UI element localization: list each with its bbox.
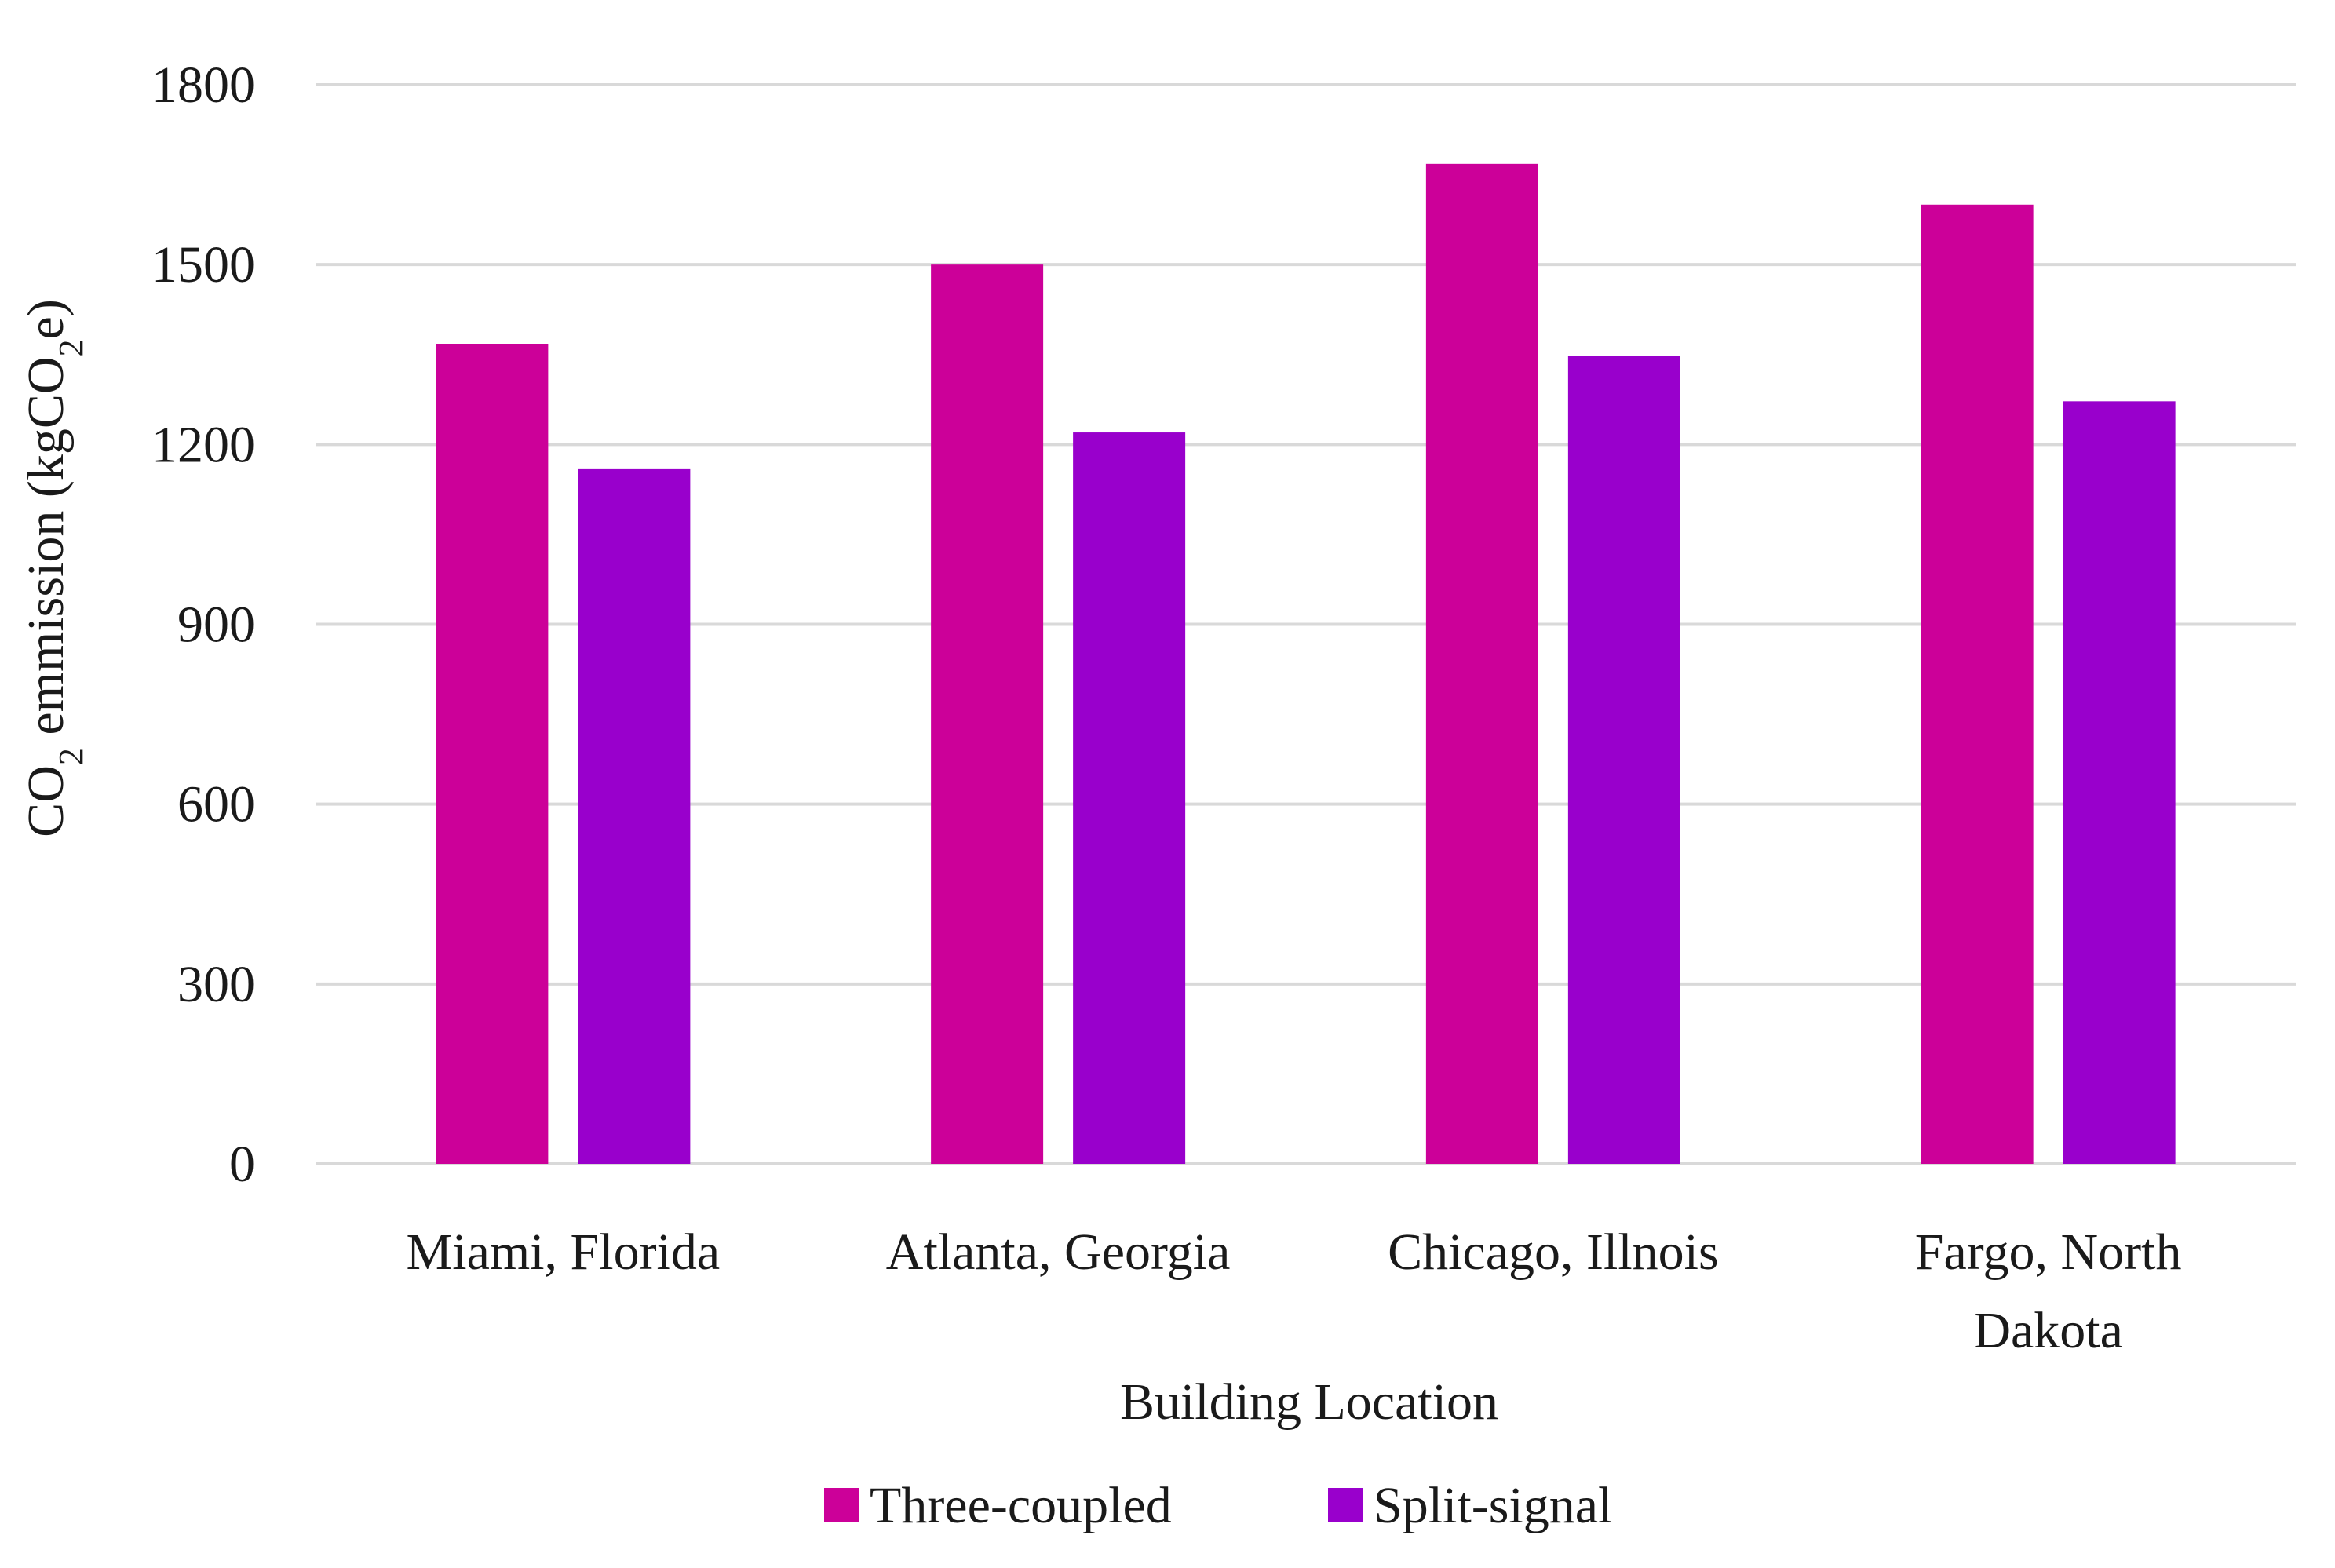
y-tick-label: 600 (177, 776, 255, 833)
y-tick-label: 1200 (151, 416, 255, 473)
y-tick-label: 1500 (151, 236, 255, 294)
x-category-label: Atlanta, Georgia (886, 1223, 1231, 1281)
x-axis-title: Building Location (1120, 1373, 1498, 1431)
y-tick-label: 1800 (151, 57, 255, 114)
y-tick-label: 0 (229, 1136, 255, 1193)
y-axis-ticks: 0 300 600 900 1200 1500 1800 (151, 57, 255, 1193)
bar-three-coupled (931, 264, 1044, 1165)
bar-split-signal (1073, 432, 1186, 1164)
bar-split-signal (2063, 401, 2176, 1164)
x-category-label: Chicago, Illnois (1388, 1223, 1719, 1281)
x-axis-categories: Miami, Florida Atlanta, Georgia Chicago, I… (407, 1223, 2182, 1359)
bar-split-signal (1567, 356, 1680, 1164)
y-tick-label: 300 (177, 956, 255, 1013)
bar-split-signal (578, 468, 691, 1164)
legend: Three-coupled Split-signal (824, 1477, 1612, 1534)
x-category-label: Fargo, North Dakota (1915, 1223, 2182, 1359)
bar-three-coupled (1425, 163, 1538, 1164)
bar-three-coupled (1921, 204, 2034, 1164)
x-category-label: Miami, Florida (407, 1223, 721, 1281)
legend-swatch (1328, 1488, 1363, 1522)
legend-swatch (824, 1488, 859, 1522)
legend-label: Split-signal (1374, 1477, 1612, 1534)
bar-three-coupled (436, 344, 549, 1164)
y-tick-label: 900 (177, 596, 255, 654)
legend-label: Three-coupled (870, 1477, 1172, 1534)
bars (436, 163, 2176, 1165)
y-axis-title: CO2 emmission (kgCO2e) (17, 299, 90, 837)
